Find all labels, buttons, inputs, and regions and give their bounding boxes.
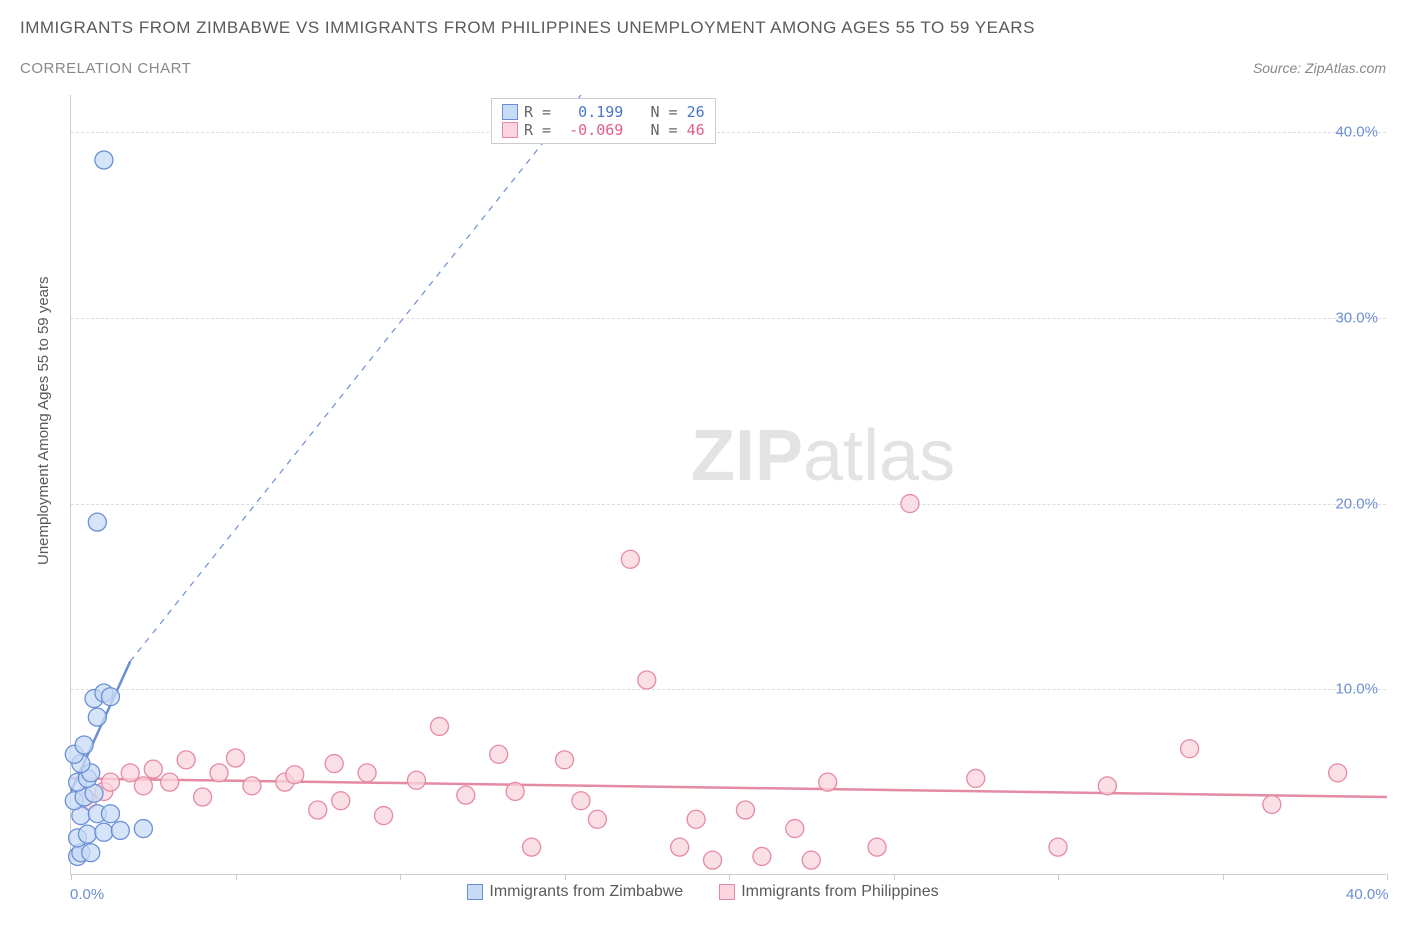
series-b-trend-line [71,778,1387,797]
y-tick-label: 40.0% [1335,124,1378,141]
series-b-point [286,766,304,784]
series-b-point [101,773,119,791]
series-b-point [325,755,343,773]
series-a-point [95,823,113,841]
series-a-point [78,825,96,843]
series-b-point [243,777,261,795]
series-b-point [704,851,722,869]
series-a-point [95,151,113,169]
series-a-point [111,821,129,839]
stats-box: R = 0.199 N = 26R = -0.069 N = 46 [491,98,716,144]
series-b-point [144,760,162,778]
series-b-point [1049,838,1067,856]
x-tick [894,874,895,880]
series-a-point [88,513,106,531]
chart-subtitle: CORRELATION CHART [20,60,191,77]
stats-row-series-b: R = -0.069 N = 46 [502,121,705,139]
stats-text: R = 0.199 N = 26 [524,103,705,121]
series-b-point [490,745,508,763]
series-a-trend-extrapolation [130,95,581,661]
series-b-point [523,838,541,856]
series-b-point [638,671,656,689]
stats-swatch [502,122,518,138]
series-b-point [457,786,475,804]
stats-row-series-a: R = 0.199 N = 26 [502,103,705,121]
x-tick [400,874,401,880]
series-b-point [556,751,574,769]
x-tick [565,874,566,880]
legend-swatch [719,884,735,900]
series-b-point [1098,777,1116,795]
legend-label: Immigrants from Philippines [741,883,938,901]
series-a-point [101,688,119,706]
series-b-point [802,851,820,869]
series-b-point [967,769,985,787]
source-attribution: Source: ZipAtlas.com [1253,60,1386,76]
series-b-point [1181,740,1199,758]
series-b-point [358,764,376,782]
x-tick [1058,874,1059,880]
series-b-point [671,838,689,856]
series-a-point [82,844,100,862]
chart-container: Unemployment Among Ages 55 to 59 years Z… [20,95,1386,905]
series-b-point [572,792,590,810]
y-tick-label: 30.0% [1335,309,1378,326]
x-tick-label: 40.0% [1346,886,1389,903]
x-tick-label: 0.0% [70,886,104,903]
series-a-point [134,820,152,838]
legend-label: Immigrants from Zimbabwe [489,883,683,901]
series-b-point [210,764,228,782]
series-b-point [1329,764,1347,782]
series-a-point [88,708,106,726]
x-tick [236,874,237,880]
series-b-point [736,801,754,819]
legend-swatch [467,884,483,900]
source-name: ZipAtlas.com [1305,60,1386,76]
y-axis-label: Unemployment Among Ages 55 to 59 years [35,276,52,565]
series-b-point [588,810,606,828]
series-b-point [506,782,524,800]
series-b-point [134,777,152,795]
series-b-point [868,838,886,856]
series-a-point [101,805,119,823]
series-b-point [177,751,195,769]
x-tick [1223,874,1224,880]
series-a-point [75,736,93,754]
legend-bottom: Immigrants from Zimbabwe Immigrants from … [20,883,1386,905]
legend-item-series-b: Immigrants from Philippines [719,883,938,901]
plot-area: ZIPatlas R = 0.199 N = 26R = -0.069 N = … [70,95,1386,875]
y-tick-label: 20.0% [1335,495,1378,512]
series-b-point [194,788,212,806]
plot-svg [71,95,1387,875]
series-b-point [786,820,804,838]
series-b-point [1263,795,1281,813]
series-b-point [309,801,327,819]
series-b-point [819,773,837,791]
y-tick-label: 10.0% [1335,681,1378,698]
series-b-point [161,773,179,791]
series-b-point [375,807,393,825]
series-b-point [407,771,425,789]
series-b-point [621,550,639,568]
x-tick [729,874,730,880]
x-tick [1387,874,1388,880]
series-b-point [901,495,919,513]
series-b-point [332,792,350,810]
series-b-point [430,717,448,735]
series-b-point [753,847,771,865]
stats-swatch [502,104,518,120]
legend-item-series-a: Immigrants from Zimbabwe [467,883,683,901]
stats-text: R = -0.069 N = 46 [524,121,705,139]
x-tick [71,874,72,880]
chart-title: IMMIGRANTS FROM ZIMBABWE VS IMMIGRANTS F… [20,18,1035,38]
source-prefix: Source: [1253,60,1305,76]
series-b-point [687,810,705,828]
series-b-point [227,749,245,767]
